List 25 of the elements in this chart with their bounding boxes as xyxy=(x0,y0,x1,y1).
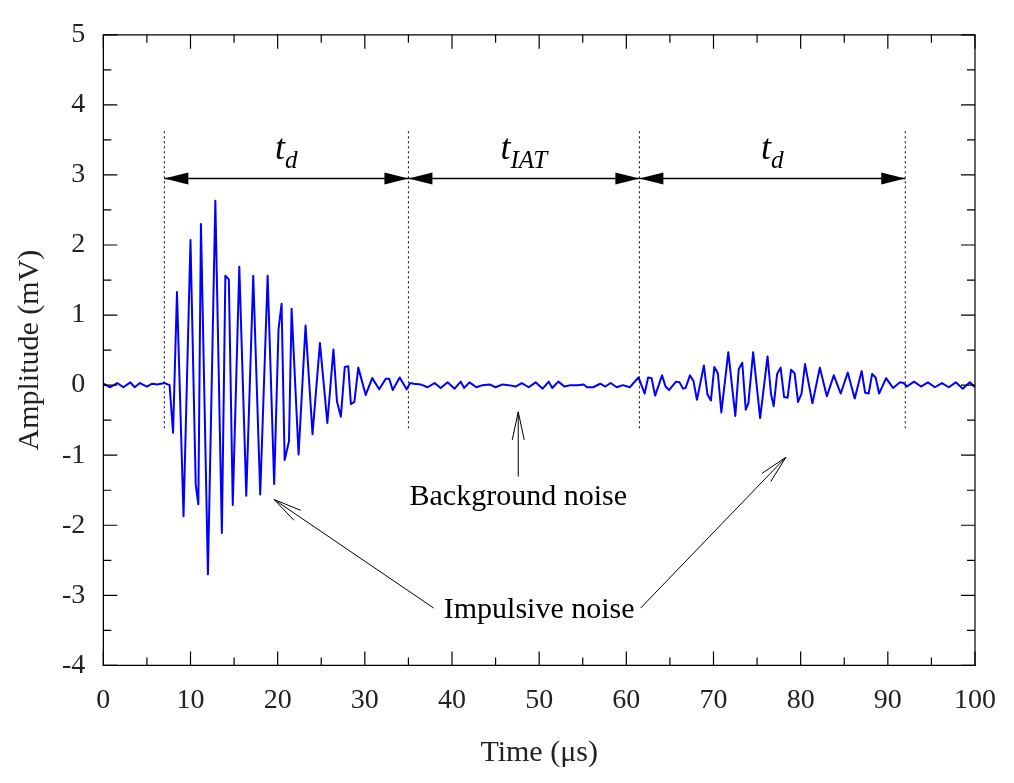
y-axis-title: Amplitude (mV) xyxy=(10,249,45,451)
y-tick-label: -4 xyxy=(62,647,86,679)
y-tick-label: 1 xyxy=(71,297,86,329)
x-tick-label: 70 xyxy=(699,682,728,714)
y-tick-label: 3 xyxy=(71,157,86,189)
x-tick-label: 100 xyxy=(954,682,996,714)
y-tick-label: -1 xyxy=(62,437,86,469)
x-tick-label: 40 xyxy=(437,682,466,714)
x-tick-label: 50 xyxy=(525,682,554,714)
x-tick-label: 0 xyxy=(96,682,111,714)
annotation: Background noise xyxy=(409,477,627,511)
y-tick-label: 5 xyxy=(71,17,86,49)
y-tick-label: 2 xyxy=(71,227,86,259)
y-tick-label: 4 xyxy=(71,87,86,119)
y-tick-label: -2 xyxy=(62,507,86,539)
x-tick-label: 80 xyxy=(786,682,815,714)
y-tick-label: 0 xyxy=(71,367,86,399)
y-tick-label: -3 xyxy=(62,577,86,609)
x-tick-label: 20 xyxy=(263,682,292,714)
x-tick-label: 60 xyxy=(612,682,641,714)
annotation: Impulsive noise xyxy=(443,591,635,625)
x-tick-label: 30 xyxy=(350,682,379,714)
x-tick-label: 90 xyxy=(873,682,902,714)
x-axis-title: Time (μs) xyxy=(480,733,598,768)
x-tick-label: 10 xyxy=(176,682,205,714)
